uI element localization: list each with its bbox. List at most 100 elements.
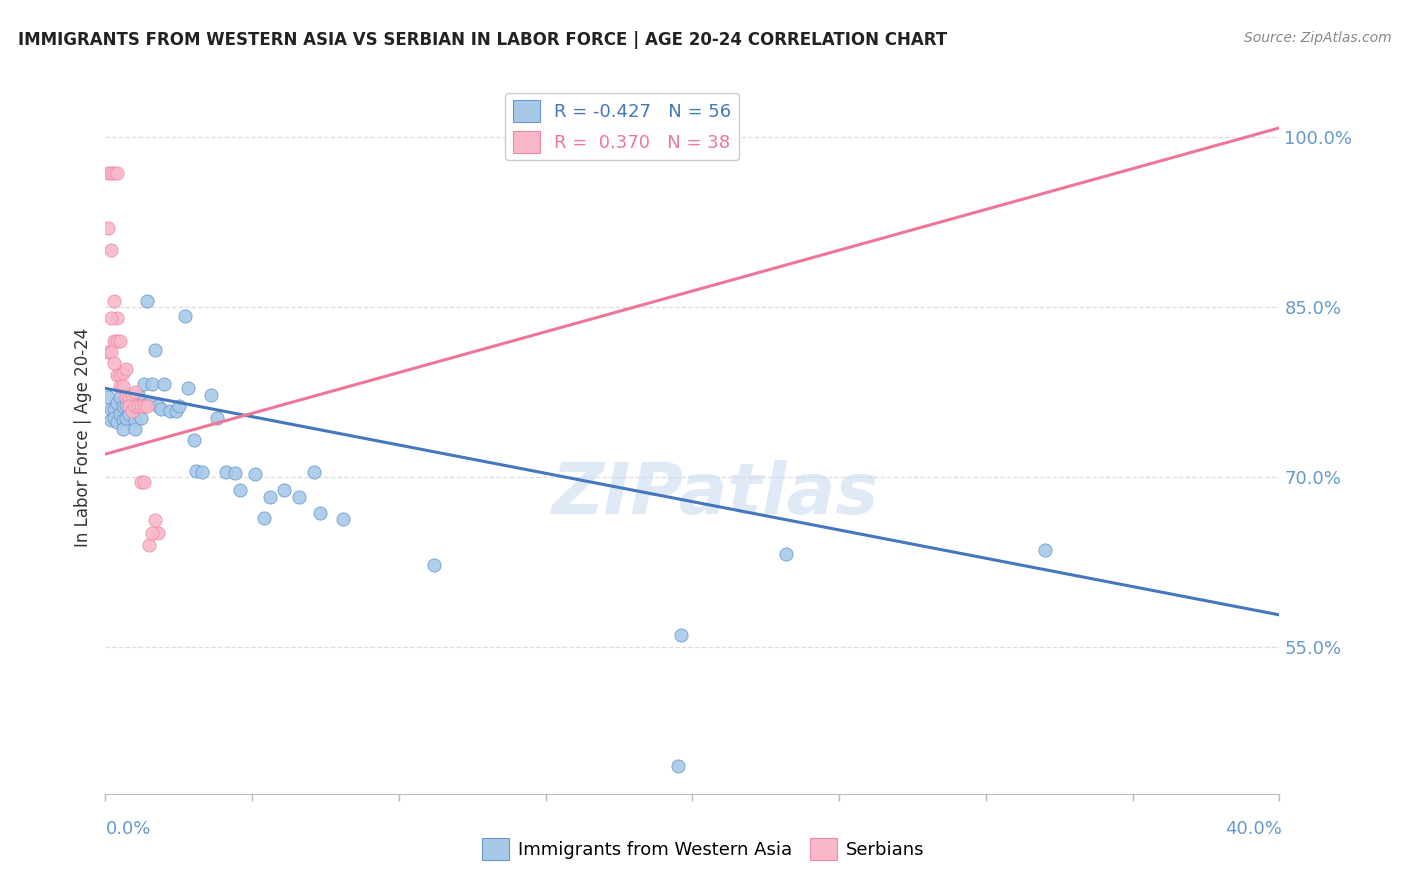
Point (132, 400, 155, 414)
Point (183, 434, 205, 448)
Point (132, 400, 155, 414)
Point (273, 483, 295, 498)
Point (105, 415, 128, 429)
Point (127, 400, 149, 414)
Point (666, 758, 689, 772)
Point (97, 391, 120, 405)
Point (100, 166, 122, 180)
Point (115, 391, 138, 405)
Point (669, 628, 692, 642)
Point (141, 526, 163, 541)
Point (243, 467, 266, 482)
Point (105, 166, 128, 180)
Point (103, 356, 125, 370)
Point (115, 362, 138, 376)
Point (288, 490, 311, 504)
Point (118, 408, 141, 422)
Point (138, 538, 160, 552)
Point (108, 391, 131, 405)
Point (108, 368, 131, 382)
Point (148, 400, 170, 414)
Point (97, 345, 120, 359)
Point (121, 404, 143, 418)
Point (115, 410, 138, 425)
Point (100, 401, 122, 416)
Point (165, 404, 187, 418)
Point (100, 345, 122, 359)
Point (135, 294, 157, 309)
Point (115, 398, 138, 412)
Point (121, 401, 143, 416)
Text: 0.0%: 0.0% (105, 820, 150, 838)
Point (150, 401, 173, 416)
Point (108, 334, 131, 348)
Point (176, 381, 198, 395)
Point (132, 376, 155, 391)
Point (191, 465, 214, 479)
Y-axis label: In Labor Force | Age 20-24: In Labor Force | Age 20-24 (73, 327, 91, 547)
Point (148, 526, 170, 541)
Point (129, 410, 152, 425)
Point (100, 243, 122, 257)
Point (200, 388, 222, 402)
Point (112, 413, 135, 427)
Point (332, 511, 354, 525)
Point (124, 400, 146, 414)
Point (118, 392, 141, 407)
Point (103, 410, 125, 425)
Text: Source: ZipAtlas.com: Source: ZipAtlas.com (1244, 31, 1392, 45)
Point (143, 343, 166, 357)
Point (129, 475, 152, 490)
Point (173, 309, 195, 323)
Point (259, 490, 281, 504)
Point (138, 396, 160, 410)
Point (775, 547, 797, 561)
Text: ZIPatlas: ZIPatlas (553, 459, 880, 529)
Point (141, 376, 163, 391)
Point (112, 366, 135, 380)
Point (143, 513, 166, 527)
Point (153, 376, 176, 391)
Point (124, 384, 146, 399)
Point (118, 391, 141, 405)
Point (105, 396, 128, 410)
Point (127, 400, 149, 414)
Point (132, 475, 155, 490)
Point (253, 510, 276, 524)
Point (129, 400, 152, 414)
Point (308, 506, 330, 520)
Point (112, 379, 135, 393)
Point (302, 465, 325, 479)
Point (103, 401, 125, 416)
Point (205, 410, 228, 425)
Point (167, 400, 190, 414)
Point (108, 379, 131, 393)
Point (112, 400, 135, 414)
Point (100, 311, 122, 326)
Text: IMMIGRANTS FROM WESTERN ASIA VS SERBIAN IN LABOR FORCE | AGE 20-24 CORRELATION C: IMMIGRANTS FROM WESTERN ASIA VS SERBIAN … (18, 31, 948, 49)
Point (97, 220, 120, 235)
Legend: R = -0.427   N = 56, R =  0.370   N = 38: R = -0.427 N = 56, R = 0.370 N = 38 (506, 93, 738, 161)
Point (121, 388, 143, 402)
Point (127, 388, 149, 402)
Point (124, 413, 146, 427)
Legend: Immigrants from Western Asia, Serbians: Immigrants from Western Asia, Serbians (474, 830, 932, 867)
Text: 40.0%: 40.0% (1226, 820, 1282, 838)
Point (118, 400, 141, 414)
Point (159, 404, 181, 418)
Point (135, 400, 157, 414)
Point (112, 422, 135, 436)
Point (224, 467, 246, 481)
Point (103, 166, 125, 180)
Point (1033, 543, 1056, 558)
Point (215, 465, 238, 479)
Point (229, 483, 252, 498)
Point (423, 558, 446, 572)
Point (103, 294, 125, 309)
Point (105, 311, 128, 326)
Point (186, 464, 208, 478)
Point (124, 422, 146, 436)
Point (100, 413, 122, 427)
Point (108, 408, 131, 422)
Point (105, 334, 128, 348)
